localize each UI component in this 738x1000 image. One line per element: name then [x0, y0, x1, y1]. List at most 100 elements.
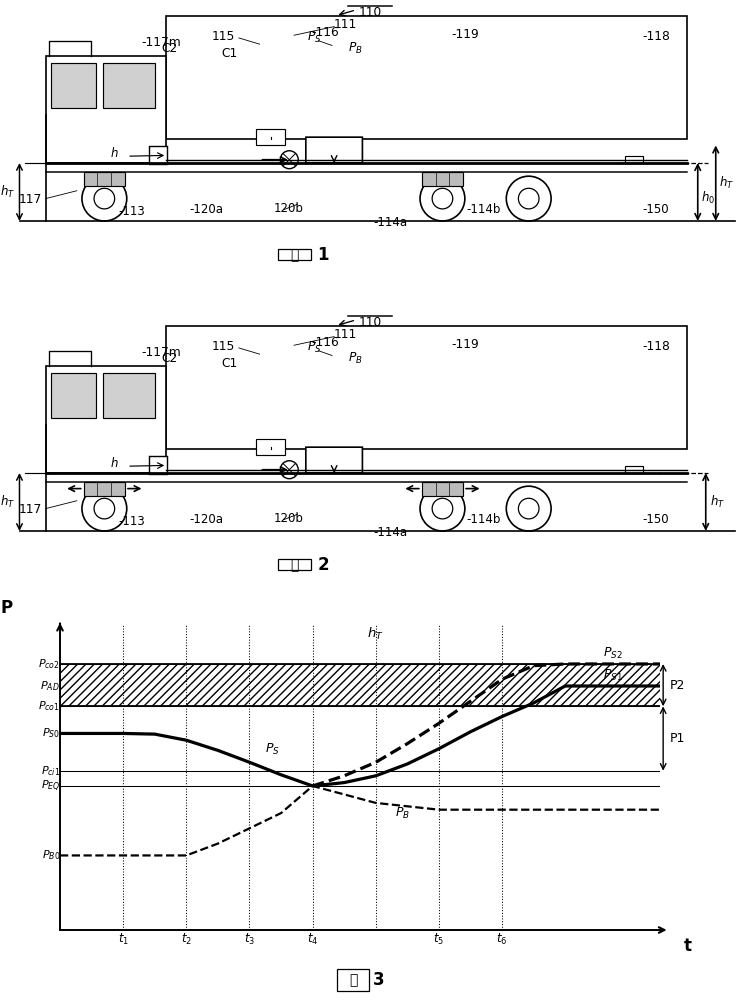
Text: C1: C1	[221, 47, 238, 60]
Bar	[51, 373, 96, 418]
Text: 图: 图	[291, 558, 299, 572]
Bar	[256, 129, 285, 145]
Bar	[278, 249, 311, 260]
Bar	[83, 482, 125, 496]
Text: 110: 110	[359, 316, 382, 329]
Bar	[167, 16, 687, 139]
FancyBboxPatch shape	[306, 137, 362, 163]
Text: -114a: -114a	[373, 526, 407, 539]
Text: $P_{B0}$: $P_{B0}$	[41, 849, 60, 862]
Text: P: P	[0, 599, 12, 617]
Text: $P_B$: $P_B$	[348, 41, 362, 56]
Bar	[278, 559, 311, 570]
Text: -150: -150	[643, 203, 669, 216]
Text: $t_1$: $t_1$	[117, 932, 128, 947]
Bar	[421, 172, 463, 186]
Circle shape	[420, 486, 465, 531]
Circle shape	[82, 486, 127, 531]
Bar	[46, 366, 167, 473]
Text: -119: -119	[452, 338, 479, 351]
Text: -118: -118	[643, 30, 670, 43]
Text: $P_{co2}$: $P_{co2}$	[38, 657, 60, 671]
Text: 115: 115	[212, 340, 235, 353]
Text: $h_T$: $h_T$	[1, 494, 15, 510]
Text: 120b: 120b	[273, 202, 303, 215]
Text: 1: 1	[317, 246, 328, 264]
Text: -120a: -120a	[189, 513, 223, 526]
Text: -120a: -120a	[189, 203, 223, 216]
Text: 117: 117	[19, 193, 42, 206]
Circle shape	[506, 176, 551, 221]
Text: $t_2$: $t_2$	[181, 932, 192, 947]
Text: 图: 图	[291, 248, 299, 262]
Text: 120b: 120b	[273, 512, 303, 525]
Text: $t_6$: $t_6$	[497, 932, 508, 947]
Circle shape	[82, 176, 127, 221]
Text: 117: 117	[19, 503, 42, 516]
Text: h: h	[111, 457, 119, 470]
Bar	[103, 373, 155, 418]
Text: -113: -113	[118, 205, 145, 218]
Circle shape	[94, 188, 114, 209]
Text: P1: P1	[669, 732, 685, 745]
Circle shape	[94, 498, 114, 519]
Text: -116: -116	[311, 25, 339, 38]
Circle shape	[518, 498, 539, 519]
Text: -114b: -114b	[466, 203, 501, 216]
Bar	[103, 63, 155, 108]
Text: C1: C1	[221, 357, 238, 370]
Text: 111: 111	[334, 328, 357, 341]
Text: $h_T$: $h_T$	[719, 175, 734, 191]
Text: P2: P2	[669, 679, 685, 692]
Text: t: t	[684, 937, 692, 955]
Text: $P_{S2}$: $P_{S2}$	[603, 646, 623, 661]
Bar	[46, 56, 167, 163]
Text: C2: C2	[162, 352, 178, 365]
Bar	[421, 482, 463, 496]
Text: h: h	[111, 147, 119, 160]
Text: $P_B$: $P_B$	[348, 351, 362, 366]
Circle shape	[280, 151, 298, 169]
Text: -113: -113	[118, 515, 145, 528]
Bar	[149, 456, 167, 474]
Text: -114a: -114a	[373, 216, 407, 229]
Bar	[625, 156, 643, 163]
Text: $P_{S0}$: $P_{S0}$	[42, 727, 60, 740]
Text: $P_{co1}$: $P_{co1}$	[38, 699, 60, 713]
Circle shape	[420, 176, 465, 221]
Circle shape	[432, 188, 452, 209]
Text: $P_{S1}$: $P_{S1}$	[603, 668, 623, 683]
Text: -150: -150	[643, 513, 669, 526]
Circle shape	[506, 486, 551, 531]
Bar	[337, 969, 369, 991]
Text: -118: -118	[643, 340, 670, 353]
Text: $t_3$: $t_3$	[244, 932, 255, 947]
Text: $h_0$: $h_0$	[701, 190, 715, 206]
Text: 3: 3	[373, 971, 384, 989]
Text: $h_T$: $h_T$	[710, 494, 725, 510]
Text: $P_{ci1}$: $P_{ci1}$	[41, 764, 60, 778]
Text: C2: C2	[162, 42, 178, 55]
Bar	[83, 172, 125, 186]
Text: $h_T$: $h_T$	[1, 184, 15, 200]
Circle shape	[280, 461, 298, 479]
Circle shape	[432, 498, 452, 519]
Text: -114b: -114b	[466, 513, 501, 526]
Text: -116: -116	[311, 336, 339, 349]
Text: 110: 110	[359, 6, 382, 19]
Text: $P_S$: $P_S$	[306, 30, 321, 45]
Bar	[149, 146, 167, 164]
Text: $P_{AD}$: $P_{AD}$	[41, 679, 60, 693]
Bar	[51, 63, 96, 108]
Text: -117m: -117m	[141, 36, 181, 49]
Text: 115: 115	[212, 30, 235, 43]
Text: 2: 2	[317, 556, 328, 574]
Text: 111: 111	[334, 18, 357, 31]
Text: $P_S$: $P_S$	[265, 742, 280, 757]
Text: -119: -119	[452, 28, 479, 41]
Text: $h_T$: $h_T$	[368, 626, 384, 642]
Text: $P_B$: $P_B$	[395, 806, 410, 821]
Text: $P_{EQ}$: $P_{EQ}$	[41, 778, 60, 794]
Text: -117m: -117m	[141, 346, 181, 359]
FancyBboxPatch shape	[306, 447, 362, 473]
